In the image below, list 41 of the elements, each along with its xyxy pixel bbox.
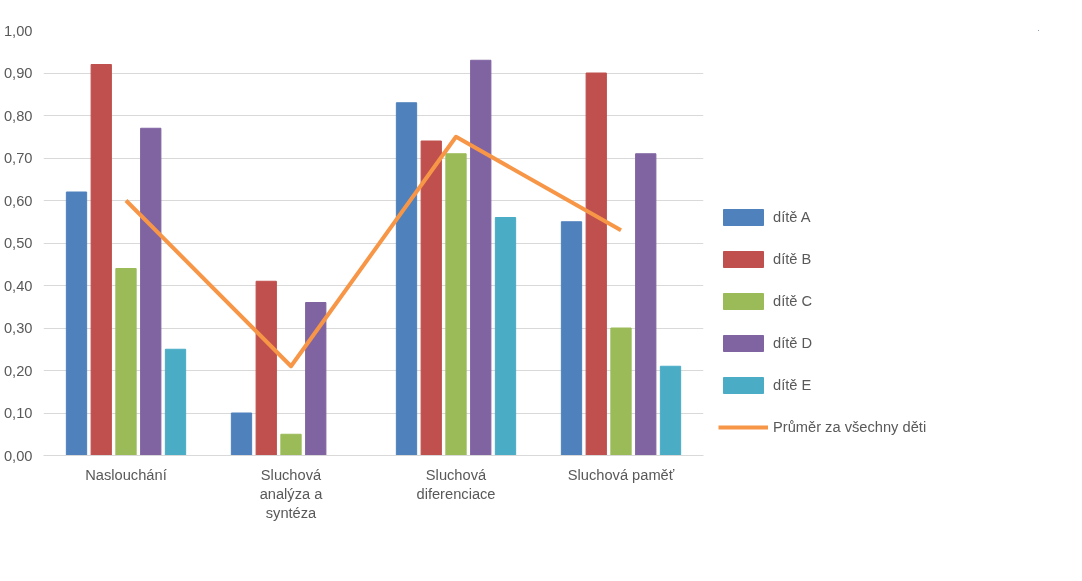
bar [494, 217, 517, 456]
bar [659, 365, 682, 456]
y-tick-label: 0,50 [3, 235, 33, 251]
bar [164, 348, 187, 456]
bar [65, 191, 88, 456]
bar [635, 153, 657, 456]
bar [420, 140, 442, 456]
y-tick-label: 0,80 [3, 107, 33, 124]
x-tick-label: Naslouchání [85, 466, 167, 483]
bar [395, 102, 418, 456]
bar [255, 280, 277, 456]
y-tick-label: 0,00 [3, 447, 33, 464]
y-tick-label: 0,10 [3, 405, 33, 421]
bar [140, 127, 162, 456]
legend-label: dítě B [773, 251, 812, 267]
legend-label: Průměr za všechny děti [773, 419, 927, 435]
bar [470, 59, 492, 456]
y-tick-label: 1,00 [3, 22, 33, 39]
y-tick-label: 0,30 [3, 320, 33, 336]
legend-label: dítě A [773, 209, 811, 225]
bar [115, 268, 137, 456]
y-tick-label: 0,40 [3, 277, 33, 294]
y-tick-label: 0,70 [3, 150, 33, 166]
y-tick-label: 0,60 [3, 192, 33, 209]
x-tick-label: Sluchová diferenciace [416, 466, 496, 502]
x-tick-label: Sluchová analýza a syntéza [259, 466, 324, 521]
bar [560, 221, 583, 456]
x-tick-label: Sluchová paměť [567, 466, 675, 483]
legend-label: dítě C [773, 293, 813, 309]
line-series [124, 134, 623, 369]
bar [305, 302, 327, 456]
bar [610, 327, 632, 456]
bar [585, 72, 607, 456]
bar [90, 64, 112, 456]
y-tick-label: 0,90 [3, 65, 33, 81]
bar [445, 153, 467, 456]
legend-label: dítě E [773, 377, 812, 393]
legend-label: dítě D [773, 335, 813, 351]
y-tick-label: 0,20 [3, 362, 33, 379]
bar [280, 433, 302, 456]
bar [230, 412, 253, 456]
